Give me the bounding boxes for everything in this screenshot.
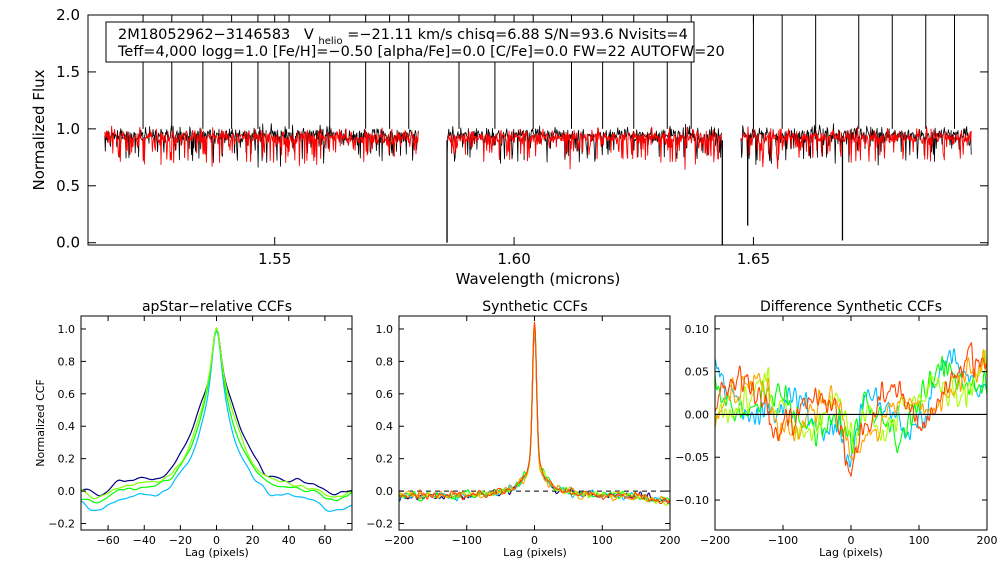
star-id: 2M18052962−3146583: [118, 27, 290, 43]
apstar-ccf-y-label: Normalized CCF: [34, 379, 47, 467]
y-tick-label: 0.0: [376, 485, 394, 498]
y-tick-label: 0.6: [376, 388, 394, 401]
y-tick-label: 0.5: [56, 177, 80, 195]
difference-ccf-visit-2: [714, 355, 988, 454]
info-box: [105, 21, 695, 63]
synthetic-ccf-ticks: −200 −100 0 100 200 −0.2 0.0 0.2 0.4 0.6 0.8 1.0: [366, 316, 681, 547]
y-tick-label: 0.10: [685, 323, 710, 336]
y-tick-label: 1.0: [376, 323, 394, 336]
synthetic-ccf-title: Synthetic CCFs: [482, 299, 587, 315]
v-helio-subscript: helio: [318, 36, 342, 47]
spectrum-panel: 1.55 1.60 1.65 0.0 0.5 1.0 1.5 2.0 Wavelength (…: [30, 6, 989, 288]
y-tick-label: 1.0: [56, 120, 80, 138]
synthetic-ccf-visit-2: [398, 329, 671, 505]
synthetic-ccf-visit-3: [398, 323, 671, 504]
apstar-ccf-visit-4: [80, 327, 353, 500]
x-tick-label: −100: [768, 534, 798, 547]
x-tick-label: 0: [213, 534, 220, 547]
y-tick-label: 0.0: [56, 234, 80, 252]
x-tick-label: −200: [700, 534, 730, 547]
synthetic-ccf-visit-4: [398, 325, 671, 506]
info-line-1-rest: =−21.11 km/s chisq=6.88 S/N=93.6 Nvisits…: [347, 27, 688, 43]
spectrum-y-label: Normalized Flux: [30, 69, 48, 190]
model-spectrum-chip-1: [104, 125, 419, 167]
y-tick-label: −0.05: [675, 451, 709, 464]
x-tick-label: 1.60: [497, 250, 530, 268]
y-tick-label: 1.0: [58, 323, 76, 336]
apstar-ccf-panel: apStar−relative CCFs −60 −40 −20 0 20 40 60 −0.…: [34, 299, 353, 559]
apstar-ccf-visit-3: [80, 327, 353, 504]
x-tick-label: 100: [909, 534, 930, 547]
info-line-2: Teff=4,000 logg=1.0 [Fe/H]=−0.50 [alpha/…: [117, 44, 725, 60]
x-tick-label: −60: [96, 534, 119, 547]
x-tick-label: −100: [452, 534, 482, 547]
x-tick-label: 0: [531, 534, 538, 547]
x-tick-label: 100: [592, 534, 613, 547]
x-tick-label: 200: [660, 534, 681, 547]
x-tick-label: 200: [977, 534, 998, 547]
apstar-ccf-visit-1: [80, 327, 353, 497]
spectrum-x-label: Wavelength (microns): [456, 270, 621, 288]
y-tick-label: 2.0: [56, 6, 80, 24]
apstar-ccf-x-label: Lag (pixels): [185, 546, 249, 559]
y-tick-label: −0.2: [48, 518, 75, 531]
x-tick-label: 20: [246, 534, 260, 547]
difference-ccf-ticks: −200 −100 0 100 200 −0.10 −0.05 0.00 0.05 0.10: [675, 316, 998, 547]
info-line-1: 2M18052962−3146583 V helio =−21.11 km/s …: [118, 27, 688, 48]
synthetic-ccf-traces: [398, 321, 671, 506]
model-spectrum-chip-2: [446, 126, 723, 170]
spectrum-ticks: 1.55 1.60 1.65 0.0 0.5 1.0 1.5 2.0: [56, 6, 988, 268]
y-tick-label: 0.05: [685, 366, 710, 379]
y-tick-label: 0.00: [685, 408, 710, 421]
spectrum-axes-frame: [87, 14, 989, 246]
y-tick-label: 1.5: [56, 63, 80, 81]
x-tick-label: 0: [848, 534, 855, 547]
y-tick-label: 0.2: [376, 453, 394, 466]
difference-ccf-visit-1: [714, 348, 988, 468]
difference-ccf-x-label: Lag (pixels): [819, 546, 883, 559]
x-tick-label: 60: [318, 534, 332, 547]
synthetic-ccf-visit-6: [398, 321, 671, 505]
y-tick-label: 0.6: [58, 388, 76, 401]
apstar-ccf-axes-frame: [80, 315, 353, 531]
difference-ccf-panel: Difference Synthetic CCFs −200 −100 0 100 20…: [675, 299, 997, 559]
y-tick-label: −0.2: [366, 518, 393, 531]
y-tick-label: 0.2: [58, 453, 76, 466]
x-tick-label: −40: [133, 534, 156, 547]
x-tick-label: −200: [384, 534, 414, 547]
y-tick-label: 0.4: [376, 420, 394, 433]
x-tick-label: 1.55: [258, 250, 291, 268]
synthetic-ccf-visit-5: [398, 322, 671, 503]
difference-ccf-visit-5: [714, 342, 988, 477]
apstar-ccf-title: apStar−relative CCFs: [142, 299, 292, 315]
difference-ccf-title: Difference Synthetic CCFs: [760, 299, 942, 315]
synthetic-ccf-panel: Synthetic CCFs −200 −100 0 100 200 −0.2 0.0 0.2…: [366, 299, 680, 559]
apstar-ccf-traces: [80, 327, 353, 512]
synthetic-ccf-visit-1: [398, 327, 671, 505]
x-tick-label: 40: [282, 534, 296, 547]
y-tick-label: 0.0: [58, 485, 76, 498]
difference-ccf-visit-4: [714, 349, 988, 461]
y-tick-label: 0.8: [376, 355, 394, 368]
y-tick-label: −0.10: [675, 494, 709, 507]
y-tick-label: 0.8: [58, 355, 76, 368]
y-tick-label: 0.4: [58, 420, 76, 433]
model-spectrum-chip-3: [740, 126, 972, 169]
difference-ccf-traces: [714, 342, 988, 477]
x-tick-label: −20: [169, 534, 192, 547]
v-helio-label: V: [304, 27, 314, 43]
x-tick-label: 1.65: [737, 250, 770, 268]
apstar-ccf-ticks: −60 −40 −20 0 20 40 60 −0.2 0.0 0.2 0.4 0.6 0.8 1.0: [48, 316, 352, 547]
synthetic-ccf-x-label: Lag (pixels): [503, 546, 567, 559]
